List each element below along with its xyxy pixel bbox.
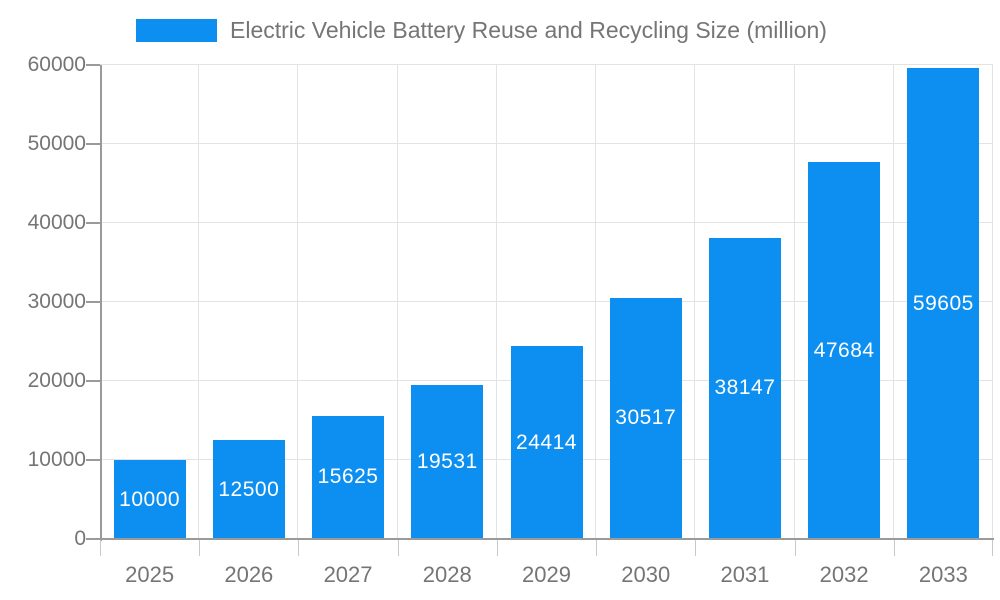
- y-tick-label: 60000: [27, 53, 86, 76]
- x-tick-mark: [298, 540, 300, 556]
- y-axis-line: [100, 65, 102, 541]
- x-tick-mark: [992, 540, 993, 556]
- x-tick-label: 2033: [918, 562, 968, 587]
- x-tick-mark: [100, 540, 101, 556]
- x-tick-label: 2030: [621, 562, 671, 587]
- bar-value-label: 24414: [516, 430, 577, 454]
- bar: 24414: [510, 346, 583, 539]
- bar-value-label: 38147: [714, 376, 776, 400]
- y-tick-mark: [86, 64, 100, 66]
- x-gridline: [992, 65, 993, 539]
- x-tick-label: 2028: [422, 562, 472, 587]
- x-tick-label: 2027: [323, 562, 373, 587]
- x-tick-mark: [695, 540, 697, 556]
- x-tick-label: 2031: [720, 562, 770, 587]
- x-axis-line: [100, 538, 994, 540]
- x-gridline: [297, 65, 299, 539]
- x-tick-mark: [199, 540, 201, 556]
- x-gridline: [495, 65, 497, 539]
- bar: 47684: [808, 162, 881, 539]
- bar: 10000: [113, 460, 186, 539]
- y-tick-mark: [86, 301, 100, 303]
- y-tick-mark: [86, 538, 100, 540]
- bar: 38147: [708, 237, 781, 539]
- y-tick-label: 50000: [27, 132, 86, 155]
- y-tick-mark: [86, 459, 100, 461]
- bar-value-label: 59605: [912, 291, 974, 315]
- x-gridline: [892, 65, 894, 539]
- bar-value-label: 15625: [317, 465, 379, 489]
- y-tick-label: 10000: [27, 448, 86, 471]
- plot-area: 10000 12500 15625 19531 24414 30517 38147 47684…: [100, 64, 993, 539]
- x-tick-mark: [596, 540, 598, 556]
- x-tick-label: 2029: [522, 562, 571, 587]
- y-tick-mark: [86, 380, 100, 382]
- x-gridline: [694, 65, 696, 539]
- bar: 19531: [411, 384, 484, 539]
- bar-value-label: 30517: [615, 406, 677, 430]
- bar: 30517: [609, 297, 682, 539]
- y-tick-mark: [86, 222, 100, 224]
- y-gridline: [100, 301, 993, 302]
- bar: 59605: [907, 68, 980, 539]
- y-tick-label: 0: [74, 527, 86, 550]
- y-gridline: [100, 222, 993, 223]
- x-gridline: [396, 65, 398, 539]
- y-gridline: [100, 143, 993, 144]
- x-tick-label: 2025: [125, 562, 175, 587]
- x-tick-mark: [397, 540, 399, 556]
- x-tick-mark: [794, 540, 796, 556]
- legend-swatch: [136, 19, 217, 42]
- y-tick-label: 40000: [27, 211, 86, 234]
- y-gridline: [100, 64, 993, 65]
- x-tick-label: 2026: [224, 562, 274, 587]
- y-tick-mark: [86, 143, 100, 145]
- bar-value-label: 47684: [813, 338, 875, 362]
- x-tick-label: 2032: [819, 562, 869, 587]
- x-tick-mark: [496, 540, 498, 556]
- bar-value-label: 12500: [218, 477, 280, 501]
- x-gridline: [793, 65, 795, 539]
- bar-value-label: 10000: [119, 487, 181, 511]
- bar: 12500: [212, 440, 285, 539]
- bar-value-label: 19531: [416, 449, 478, 473]
- y-tick-label: 30000: [27, 290, 86, 313]
- legend-label: Electric Vehicle Battery Reuse and Recyc…: [230, 17, 827, 43]
- legend-item[interactable]: Electric Vehicle Battery Reuse and Recyc…: [136, 17, 827, 44]
- x-gridline: [198, 65, 200, 539]
- y-tick-label: 20000: [27, 369, 86, 392]
- x-tick-mark: [893, 540, 895, 556]
- x-gridline: [595, 65, 597, 539]
- bar: 15625: [312, 415, 385, 539]
